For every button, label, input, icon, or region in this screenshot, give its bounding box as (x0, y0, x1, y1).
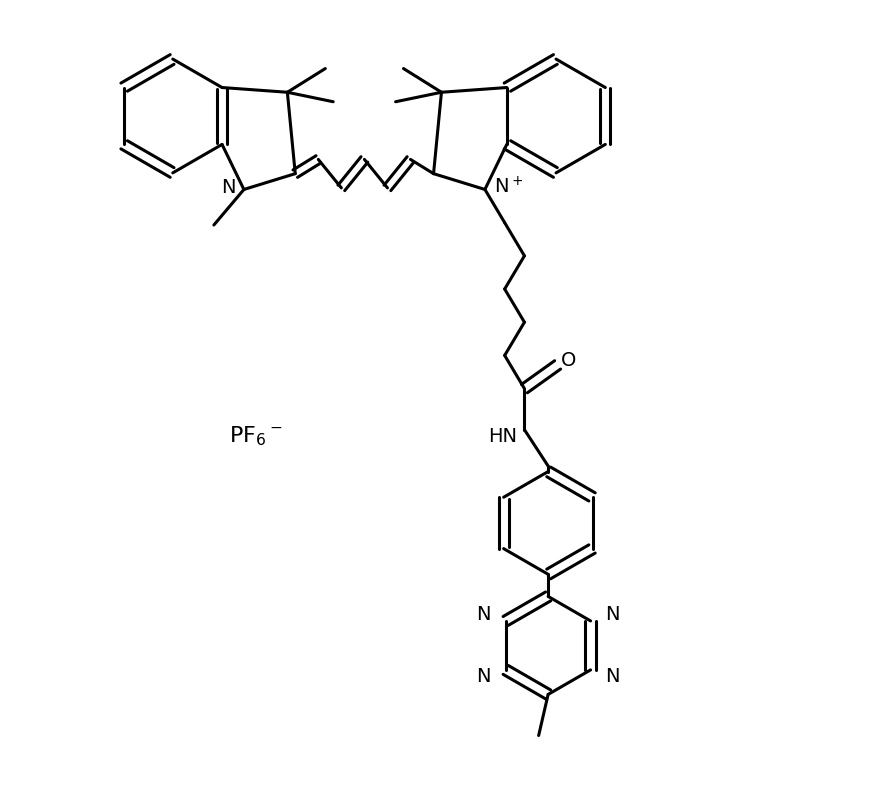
Text: N: N (606, 667, 620, 686)
Text: N: N (476, 605, 491, 624)
Text: N: N (476, 667, 491, 686)
Text: PF$_6$$^-$: PF$_6$$^-$ (229, 424, 283, 448)
Text: N: N (606, 605, 620, 624)
Text: O: O (561, 351, 577, 370)
Text: N: N (220, 178, 235, 197)
Text: N$^+$: N$^+$ (493, 176, 523, 197)
Text: HN: HN (487, 427, 517, 446)
